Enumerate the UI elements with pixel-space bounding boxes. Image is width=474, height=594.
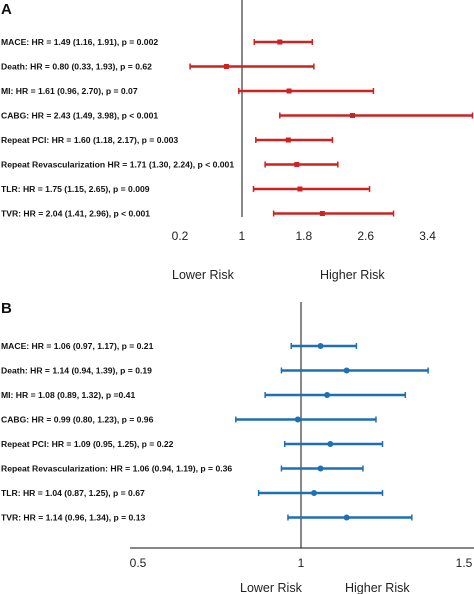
panel-b-hr-point — [327, 441, 334, 447]
panel-b-row-label: Repeat Revascularization: HR = 1.06 (0.9… — [1, 464, 232, 474]
panel-a-hr-point — [286, 88, 292, 94]
panel-b-hr-point — [317, 465, 324, 472]
panel-a-row-label: CABG: HR = 2.43 (1.49, 3.98), p < 0.001 — [1, 111, 158, 121]
panel-a-hr-point — [294, 162, 300, 167]
panel-b-hr-point — [324, 392, 331, 398]
panel-a-hr-point — [223, 64, 229, 69]
panel-b-row-label: CABG: HR = 0.99 (0.80, 1.23), p = 0.96 — [1, 415, 154, 425]
panel-b-row-label: Death: HR = 1.14 (0.94, 1.39), p = 0.19 — [1, 366, 152, 376]
panel-a-row-label: Death: HR = 0.80 (0.33, 1.93), p = 0.62 — [1, 62, 152, 72]
panel-b-row-label: Repeat PCI: HR = 1.09 (0.95, 1.25), p = … — [1, 439, 174, 449]
panel-b-lower-risk-label: Lower Risk — [240, 581, 303, 594]
panel-b-hr-point — [311, 490, 318, 496]
panel-b-row-label: MI: HR = 1.08 (0.89, 1.32), p =0.41 — [1, 390, 135, 400]
panel-b-row-label: MACE: HR = 1.06 (0.97, 1.17), p = 0.21 — [1, 341, 154, 351]
panel-b-row-label: TVR: HR = 1.14 (0.96, 1.34), p = 0.13 — [1, 513, 145, 523]
panel-a-x-tick-label: 1 — [239, 229, 246, 243]
panel-a-row-label: MI: HR = 1.61 (0.96, 2.70), p = 0.07 — [1, 86, 138, 96]
panel-b-hr-point — [343, 367, 350, 374]
panel-b-plot: 0.5 1 1.5 MACE: HR = 1.06 (0.97, 1.17), p =… — [1, 341, 473, 570]
panel-a-hr-point — [297, 186, 303, 192]
panel-a-x-tick-label: 1.8 — [295, 229, 312, 243]
panel-a-x-tick-label: 2.6 — [357, 229, 374, 243]
panel-a-hr-point — [350, 113, 356, 118]
panel-b-hr-point — [294, 416, 301, 423]
panel-a-lower-risk-label: Lower Risk — [172, 268, 235, 282]
panel-a-hr-point — [277, 39, 283, 45]
panel-b-hr-point — [343, 514, 350, 521]
panel-a-x-tick-label: 0.2 — [172, 229, 189, 243]
panel-b-x-tick-label: 0.5 — [130, 556, 147, 570]
panel-a-row-label: TLR: HR = 1.75 (1.15, 2.65), p = 0.009 — [1, 184, 150, 194]
panel-b-higher-risk-label: Higher Risk — [345, 581, 410, 594]
panel-b-letter: B — [1, 300, 12, 317]
panel-a-row-label: MACE: HR = 1.49 (1.16, 1.91), p = 0.002 — [1, 37, 158, 47]
panel-a-hr-point — [319, 211, 325, 216]
panel-a-letter: A — [1, 1, 12, 18]
panel-a-hr-point — [285, 137, 291, 143]
panel-a-higher-risk-label: Higher Risk — [320, 268, 385, 282]
panel-b-x-tick-label: 1.5 — [456, 556, 473, 570]
panel-a-row-label: TVR: HR = 2.04 (1.41, 2.96), p < 0.001 — [1, 209, 150, 219]
panel-a-row-label: Repeat PCI: HR = 1.60 (1.18, 2.17), p = … — [1, 135, 178, 145]
panel-b-row-label: TLR: HR = 1.04 (0.87, 1.25), p = 0.67 — [1, 488, 145, 498]
panel-a-plot: 0.2 1 1.8 2.6 3.4 MACE: HR = 1.49 (1.16, 1.91… — [1, 37, 474, 243]
panel-b-hr-point — [317, 343, 324, 349]
panel-a-x-tick-label: 3.4 — [419, 229, 436, 243]
panel-a-row-label: Repeat Revascularization HR = 1.71 (1.30… — [1, 160, 234, 170]
panel-b-x-tick-label: 1 — [298, 556, 305, 570]
